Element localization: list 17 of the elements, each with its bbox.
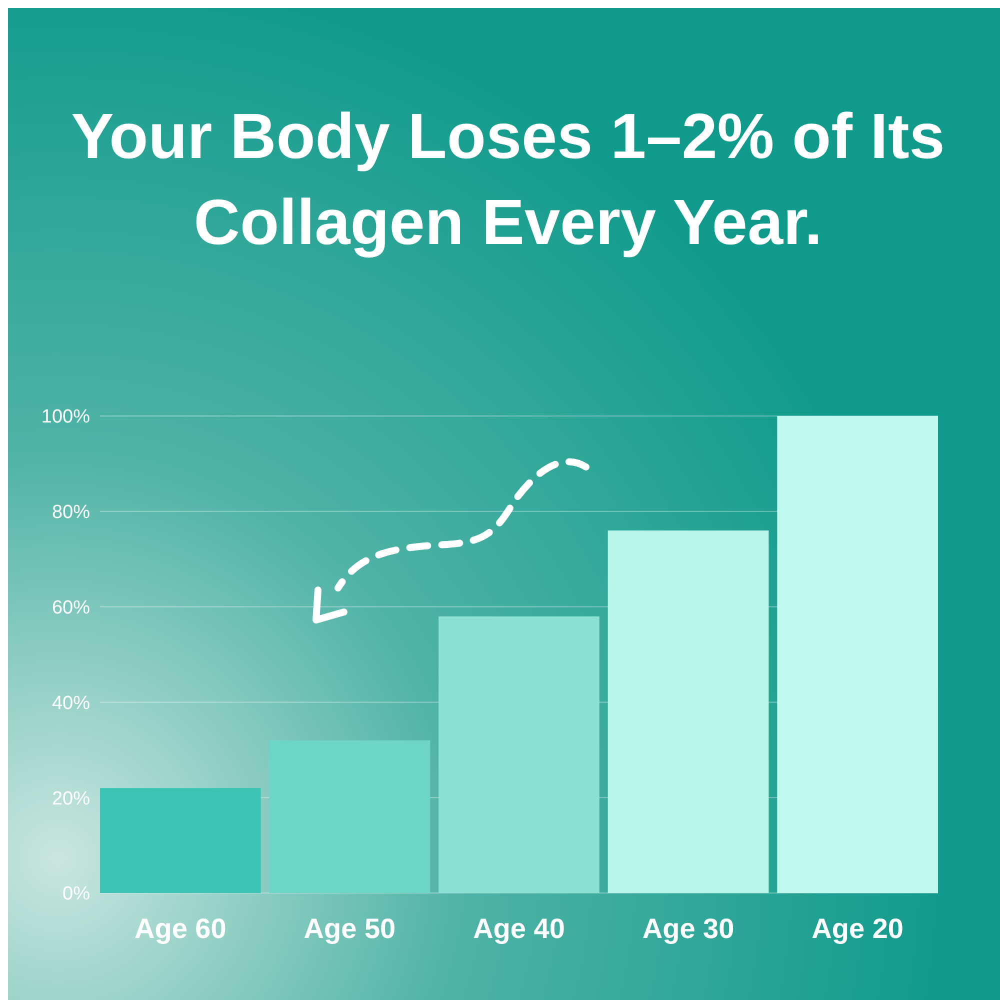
- y-tick-label: 40%: [52, 692, 90, 714]
- bar: [777, 416, 938, 893]
- x-tick-label: Age 60: [134, 913, 226, 944]
- bar: [100, 788, 261, 893]
- chart-title: Your Body Loses 1–2% of Its Collagen Every Year.: [71, 100, 945, 258]
- y-tick-label: 20%: [52, 788, 90, 810]
- bar: [438, 616, 600, 893]
- x-tick-label: Age 30: [642, 913, 734, 944]
- x-tick-label: Age 50: [304, 913, 396, 944]
- y-tick-label: 80%: [52, 502, 90, 524]
- bar: [608, 530, 769, 893]
- x-tick-label: Age 40: [473, 913, 565, 944]
- x-tick-label: Age 20: [812, 913, 904, 944]
- bar: [269, 740, 430, 893]
- y-tick-label: 100%: [41, 406, 90, 428]
- y-tick-label: 0%: [62, 884, 90, 905]
- y-tick-label: 60%: [52, 597, 90, 618]
